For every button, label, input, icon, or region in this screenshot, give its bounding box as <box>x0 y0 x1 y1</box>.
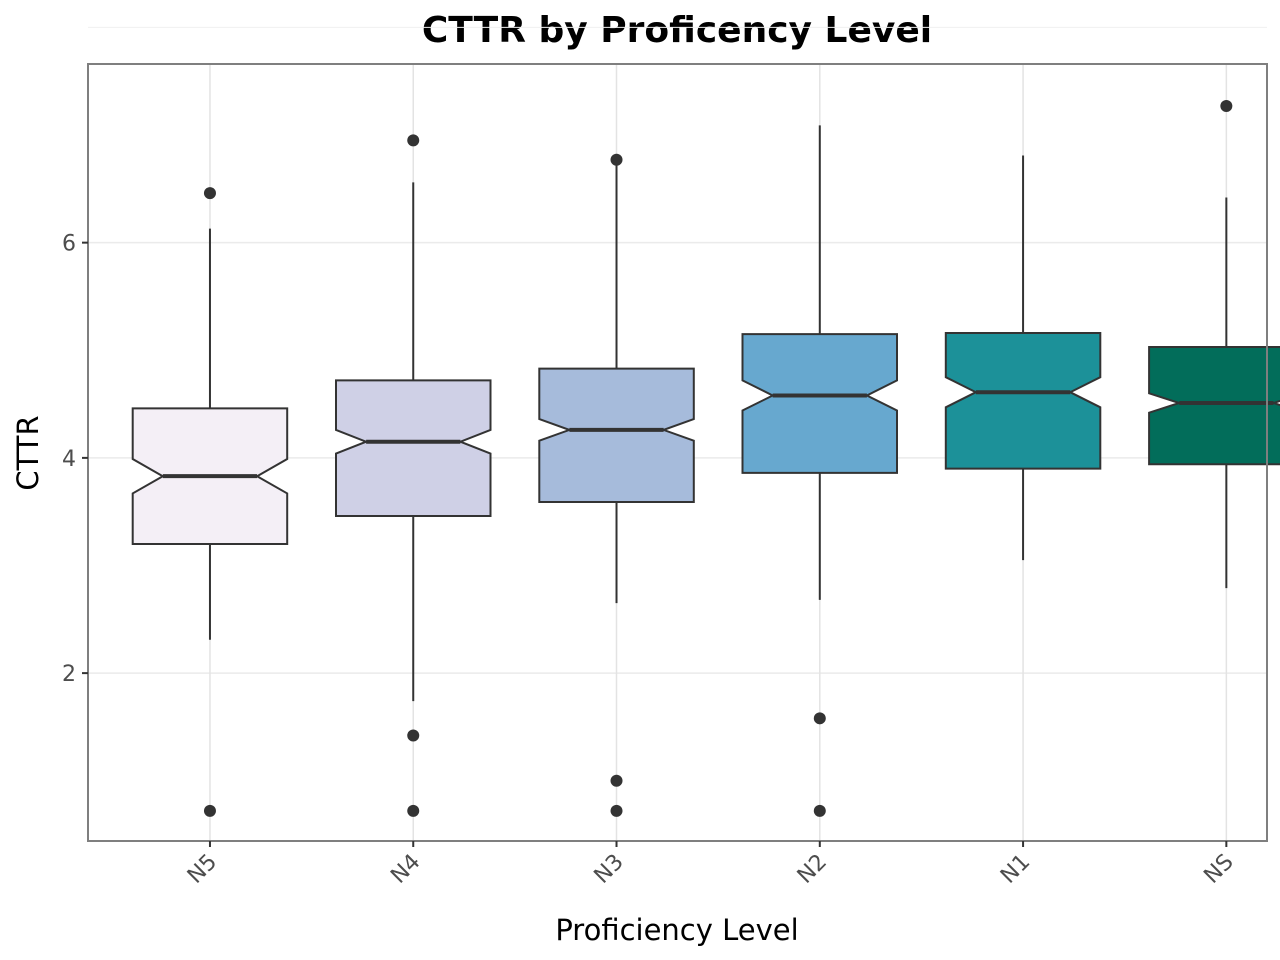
outlier-point <box>610 804 623 817</box>
box-body <box>741 333 898 474</box>
x-tick-label-n4: N4 <box>386 850 425 889</box>
y-axis-label: CTTR <box>11 415 45 490</box>
x-tick-label-n1: N1 <box>996 850 1035 889</box>
box-n3 <box>538 153 695 817</box>
box-body <box>335 379 492 517</box>
y-tick-label: 4 <box>62 447 76 472</box>
outlier-point <box>1220 99 1233 112</box>
x-tick-label-ns: NS <box>1199 850 1238 889</box>
box-n4 <box>335 134 492 817</box>
outlier-point <box>407 804 420 817</box>
x-tick-label-n3: N3 <box>590 850 629 889</box>
plot-border <box>87 63 1268 842</box>
outlier-point <box>203 804 216 817</box>
outlier-point <box>203 187 216 200</box>
outlier-point <box>813 804 826 817</box>
x-axis-label: Proficiency Level <box>555 913 798 947</box>
box-n2 <box>741 125 898 817</box>
chart-title: CTTR by Proficency Level <box>422 10 932 51</box>
box-n5 <box>131 187 289 817</box>
y-tick-label: 2 <box>62 662 76 687</box>
box-body <box>538 367 695 503</box>
outlier-point <box>610 153 623 166</box>
x-tick-label-n5: N5 <box>183 850 222 889</box>
outlier-point <box>813 712 826 725</box>
box-body <box>944 332 1102 470</box>
box-layer <box>131 99 1280 817</box>
y-tick-label: 6 <box>62 232 76 257</box>
box-ns <box>1148 99 1280 589</box>
axes: 2 4 6 N5 N4 N3 N2 N1 NS <box>62 232 1239 889</box>
box-n1 <box>944 155 1102 561</box>
outlier-point <box>407 729 420 742</box>
outlier-point <box>610 774 623 787</box>
x-tick-label-n2: N2 <box>793 850 832 889</box>
outlier-point <box>407 134 420 147</box>
box-body <box>1148 346 1280 466</box>
